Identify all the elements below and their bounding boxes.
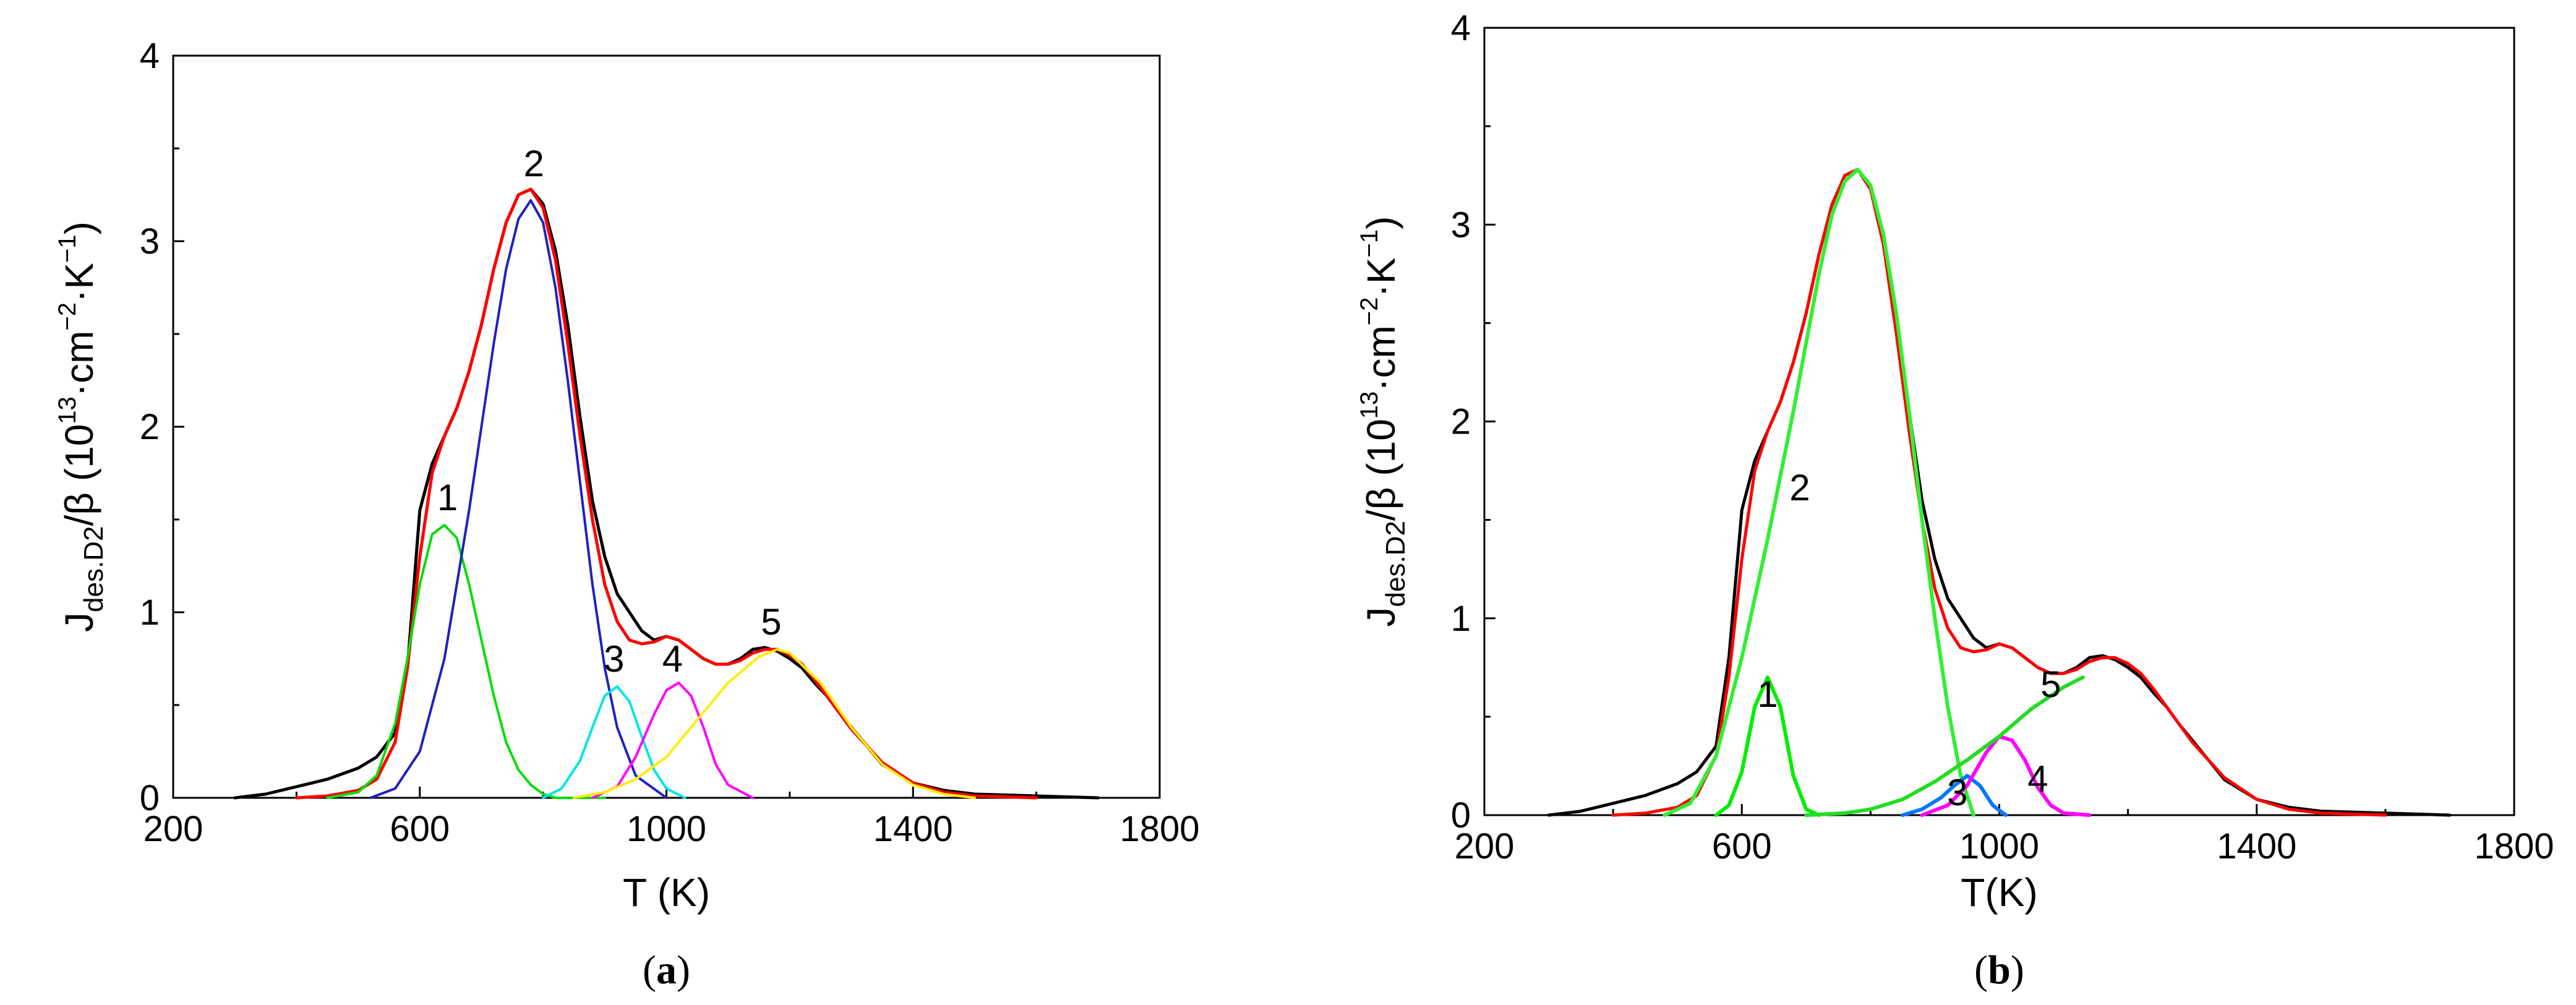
y-axis-title-part: /β (10 bbox=[1359, 419, 1403, 521]
y-axis-title-part: 13 bbox=[54, 396, 81, 424]
y-axis-title-part: ·cm bbox=[57, 331, 101, 397]
y-axis-title-part: ) bbox=[1359, 216, 1403, 229]
x-tick-label: 200 bbox=[1455, 826, 1515, 866]
peak-label: 1 bbox=[437, 477, 458, 518]
y-tick-label: 4 bbox=[1451, 8, 1471, 48]
y-axis-title-part: −1 bbox=[54, 234, 81, 263]
y-axis-title-part: J bbox=[57, 612, 101, 632]
y-axis-title: Jdes.D2/β (1013·cm−2·K−1) bbox=[1356, 216, 1411, 627]
fit-curve bbox=[294, 187, 1038, 800]
peak-label: 5 bbox=[761, 601, 781, 643]
component-curve-4 bbox=[1920, 734, 2092, 817]
x-tick-label: 200 bbox=[143, 809, 203, 849]
panel-label-letter: a bbox=[656, 947, 677, 993]
y-axis-title-part: ) bbox=[57, 221, 101, 234]
peak-label: 2 bbox=[1789, 467, 1810, 508]
y-tick-label: 0 bbox=[1451, 795, 1471, 836]
y-tick-label: 1 bbox=[140, 592, 160, 633]
peak-label: 3 bbox=[604, 638, 624, 680]
peak-label: 3 bbox=[1947, 772, 1967, 813]
component-curve-1 bbox=[326, 524, 606, 799]
panel-label-paren: ( bbox=[1974, 947, 1988, 993]
y-tick-label: 2 bbox=[1451, 402, 1471, 442]
peak-label: 2 bbox=[523, 143, 544, 184]
x-tick-label: 1800 bbox=[2474, 826, 2554, 866]
y-tick-label: 3 bbox=[140, 221, 160, 262]
chart-panel-b: 200 600 1000 1400 1800 0 1 2 3 4 T(K) Jdes.D2/β (10… bbox=[1356, 8, 2554, 993]
y-axis-title-part: ·K bbox=[1359, 257, 1403, 297]
component-curve-3 bbox=[542, 685, 687, 799]
y-tick-label: 0 bbox=[140, 778, 160, 818]
y-tick-label: 4 bbox=[140, 36, 160, 76]
panel-label: (b) bbox=[1974, 947, 2024, 993]
panel-label-letter: b bbox=[1988, 947, 2011, 993]
fit-curve bbox=[1611, 168, 2387, 817]
x-axis-title: T (K) bbox=[623, 870, 710, 915]
experimental-curve bbox=[233, 187, 1100, 800]
x-tick-label: 1800 bbox=[1119, 809, 1199, 849]
component-curve-1 bbox=[1714, 675, 1821, 817]
peak-label: 4 bbox=[662, 638, 683, 680]
y-axis-title: Jdes.D2/β (1013·cm−2·K−1) bbox=[54, 221, 109, 632]
component-curve-5 bbox=[573, 648, 976, 799]
panel-label-paren: ) bbox=[2011, 947, 2024, 993]
y-axis-title-part: 13 bbox=[1356, 391, 1383, 419]
y-axis-title-part: ·K bbox=[57, 263, 101, 302]
experimental-curve bbox=[1547, 168, 2452, 817]
plot-frame bbox=[172, 54, 1161, 799]
y-axis-title-part: J bbox=[1359, 607, 1403, 627]
x-tick-label: 1000 bbox=[627, 809, 706, 849]
y-axis-title-part: ·cm bbox=[1359, 325, 1403, 391]
panel-label-paren: ) bbox=[677, 947, 690, 993]
y-axis-title-part: des.D2 bbox=[1380, 521, 1411, 607]
y-axis-title-part: −2 bbox=[1356, 297, 1383, 325]
y-axis-title-part: −1 bbox=[1356, 229, 1383, 258]
y-tick-label: 1 bbox=[1451, 599, 1471, 639]
panel-label: (a) bbox=[643, 947, 690, 993]
peak-label: 5 bbox=[2040, 664, 2061, 705]
component-curve-4 bbox=[591, 682, 755, 799]
x-tick-label: 600 bbox=[1712, 826, 1772, 866]
y-axis-title-part: des.D2 bbox=[79, 526, 109, 612]
x-axis-title: T(K) bbox=[1961, 870, 2037, 915]
component-curve-3 bbox=[1901, 774, 2008, 817]
x-tick-label: 1400 bbox=[2217, 826, 2296, 866]
x-tick-label: 1400 bbox=[873, 809, 953, 849]
y-axis-title-part: −2 bbox=[54, 302, 81, 331]
peak-label: 4 bbox=[2027, 758, 2048, 800]
x-tick-label: 600 bbox=[390, 809, 450, 849]
panel-label-paren: ( bbox=[643, 947, 656, 993]
y-axis-title-part: /β (10 bbox=[57, 424, 101, 526]
component-curve-5 bbox=[1804, 675, 2085, 817]
plot-frame bbox=[1483, 27, 2515, 816]
y-tick-label: 3 bbox=[1451, 205, 1471, 245]
peak-label: 1 bbox=[1757, 674, 1778, 715]
component-curve-2 bbox=[369, 199, 668, 799]
y-tick-label: 2 bbox=[140, 407, 160, 447]
x-tick-label: 1000 bbox=[1959, 826, 2039, 866]
component-curve-2 bbox=[1662, 168, 1975, 817]
